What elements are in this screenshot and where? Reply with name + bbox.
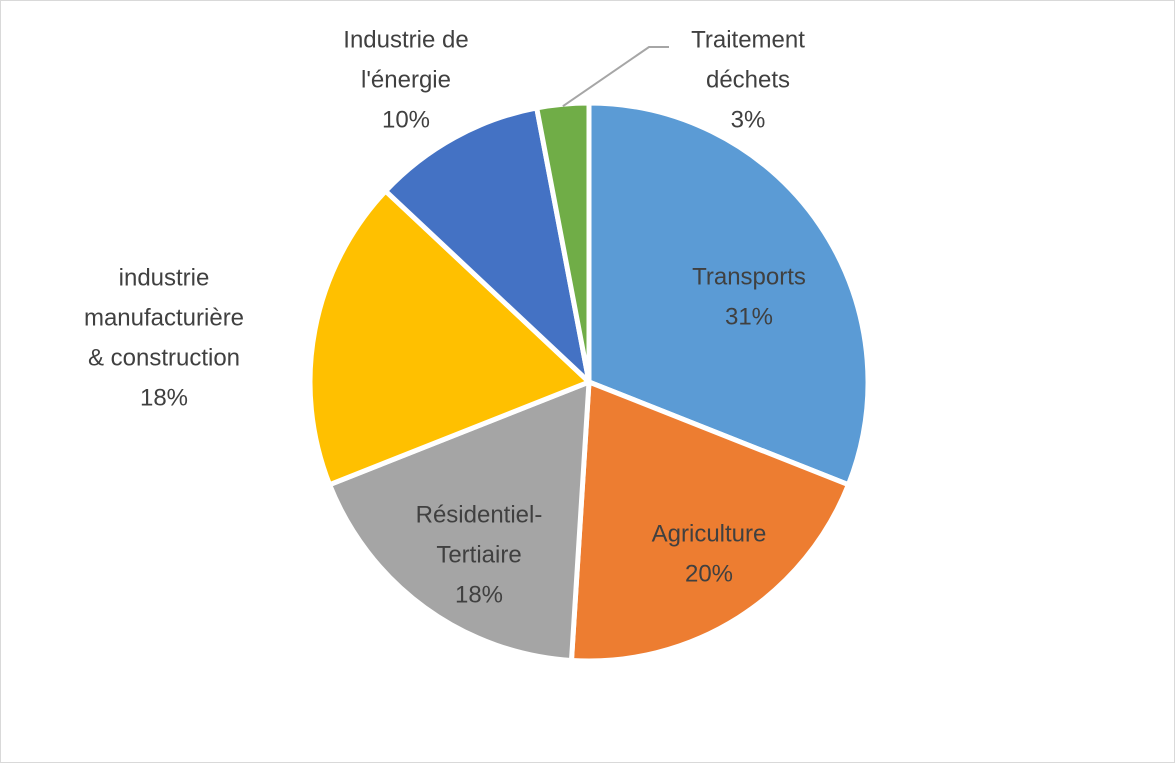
- slice-label-line: 3%: [731, 106, 766, 133]
- slice-label-5: Industrie de l'énergie 10%: [343, 26, 468, 133]
- pie-slice-2: [568, 379, 851, 664]
- slice-labels: Transports 31% Agriculture 20% Résidentiel- T…: [84, 26, 806, 608]
- pie-slice-1: [586, 100, 871, 488]
- slice-label-line: manufacturière: [84, 304, 244, 331]
- slice-label-6: Traitement déchets 3%: [691, 26, 805, 133]
- pie-slice-3: [327, 379, 592, 663]
- slice-label-line: 31%: [725, 303, 773, 330]
- slice-label-4: industrie manufacturière & construction 18%: [84, 264, 244, 411]
- slice-label-line: l'énergie: [361, 66, 451, 93]
- slice-label-line: 10%: [382, 106, 430, 133]
- slice-label-line: 18%: [455, 581, 503, 608]
- slice-label-line: 18%: [140, 384, 188, 411]
- slice-label-line: industrie: [119, 264, 210, 291]
- slice-label-line: Résidentiel-: [416, 501, 543, 528]
- slice-label-1: Transports 31%: [692, 263, 806, 330]
- slice-label-line: déchets: [706, 66, 790, 93]
- pie-slices: [307, 100, 871, 664]
- leader-lines: [562, 46, 669, 108]
- slice-label-line: 20%: [685, 560, 733, 587]
- slice-label-line: Transports: [692, 263, 806, 290]
- slice-label-line: Tertiaire: [436, 541, 521, 568]
- slice-label-2: Agriculture 20%: [652, 520, 767, 587]
- pie-slice-4: [307, 188, 592, 488]
- slice-label-line: Agriculture: [652, 520, 767, 547]
- slice-label-line: Industrie de: [343, 26, 468, 53]
- slice-label-line: & construction: [88, 344, 240, 371]
- pie-slice-6: [534, 100, 592, 385]
- pie-slice-5: [383, 105, 592, 385]
- slice-label-3: Résidentiel- Tertiaire 18%: [416, 501, 543, 608]
- leader-line: [562, 46, 669, 108]
- slice-label-line: Traitement: [691, 26, 805, 53]
